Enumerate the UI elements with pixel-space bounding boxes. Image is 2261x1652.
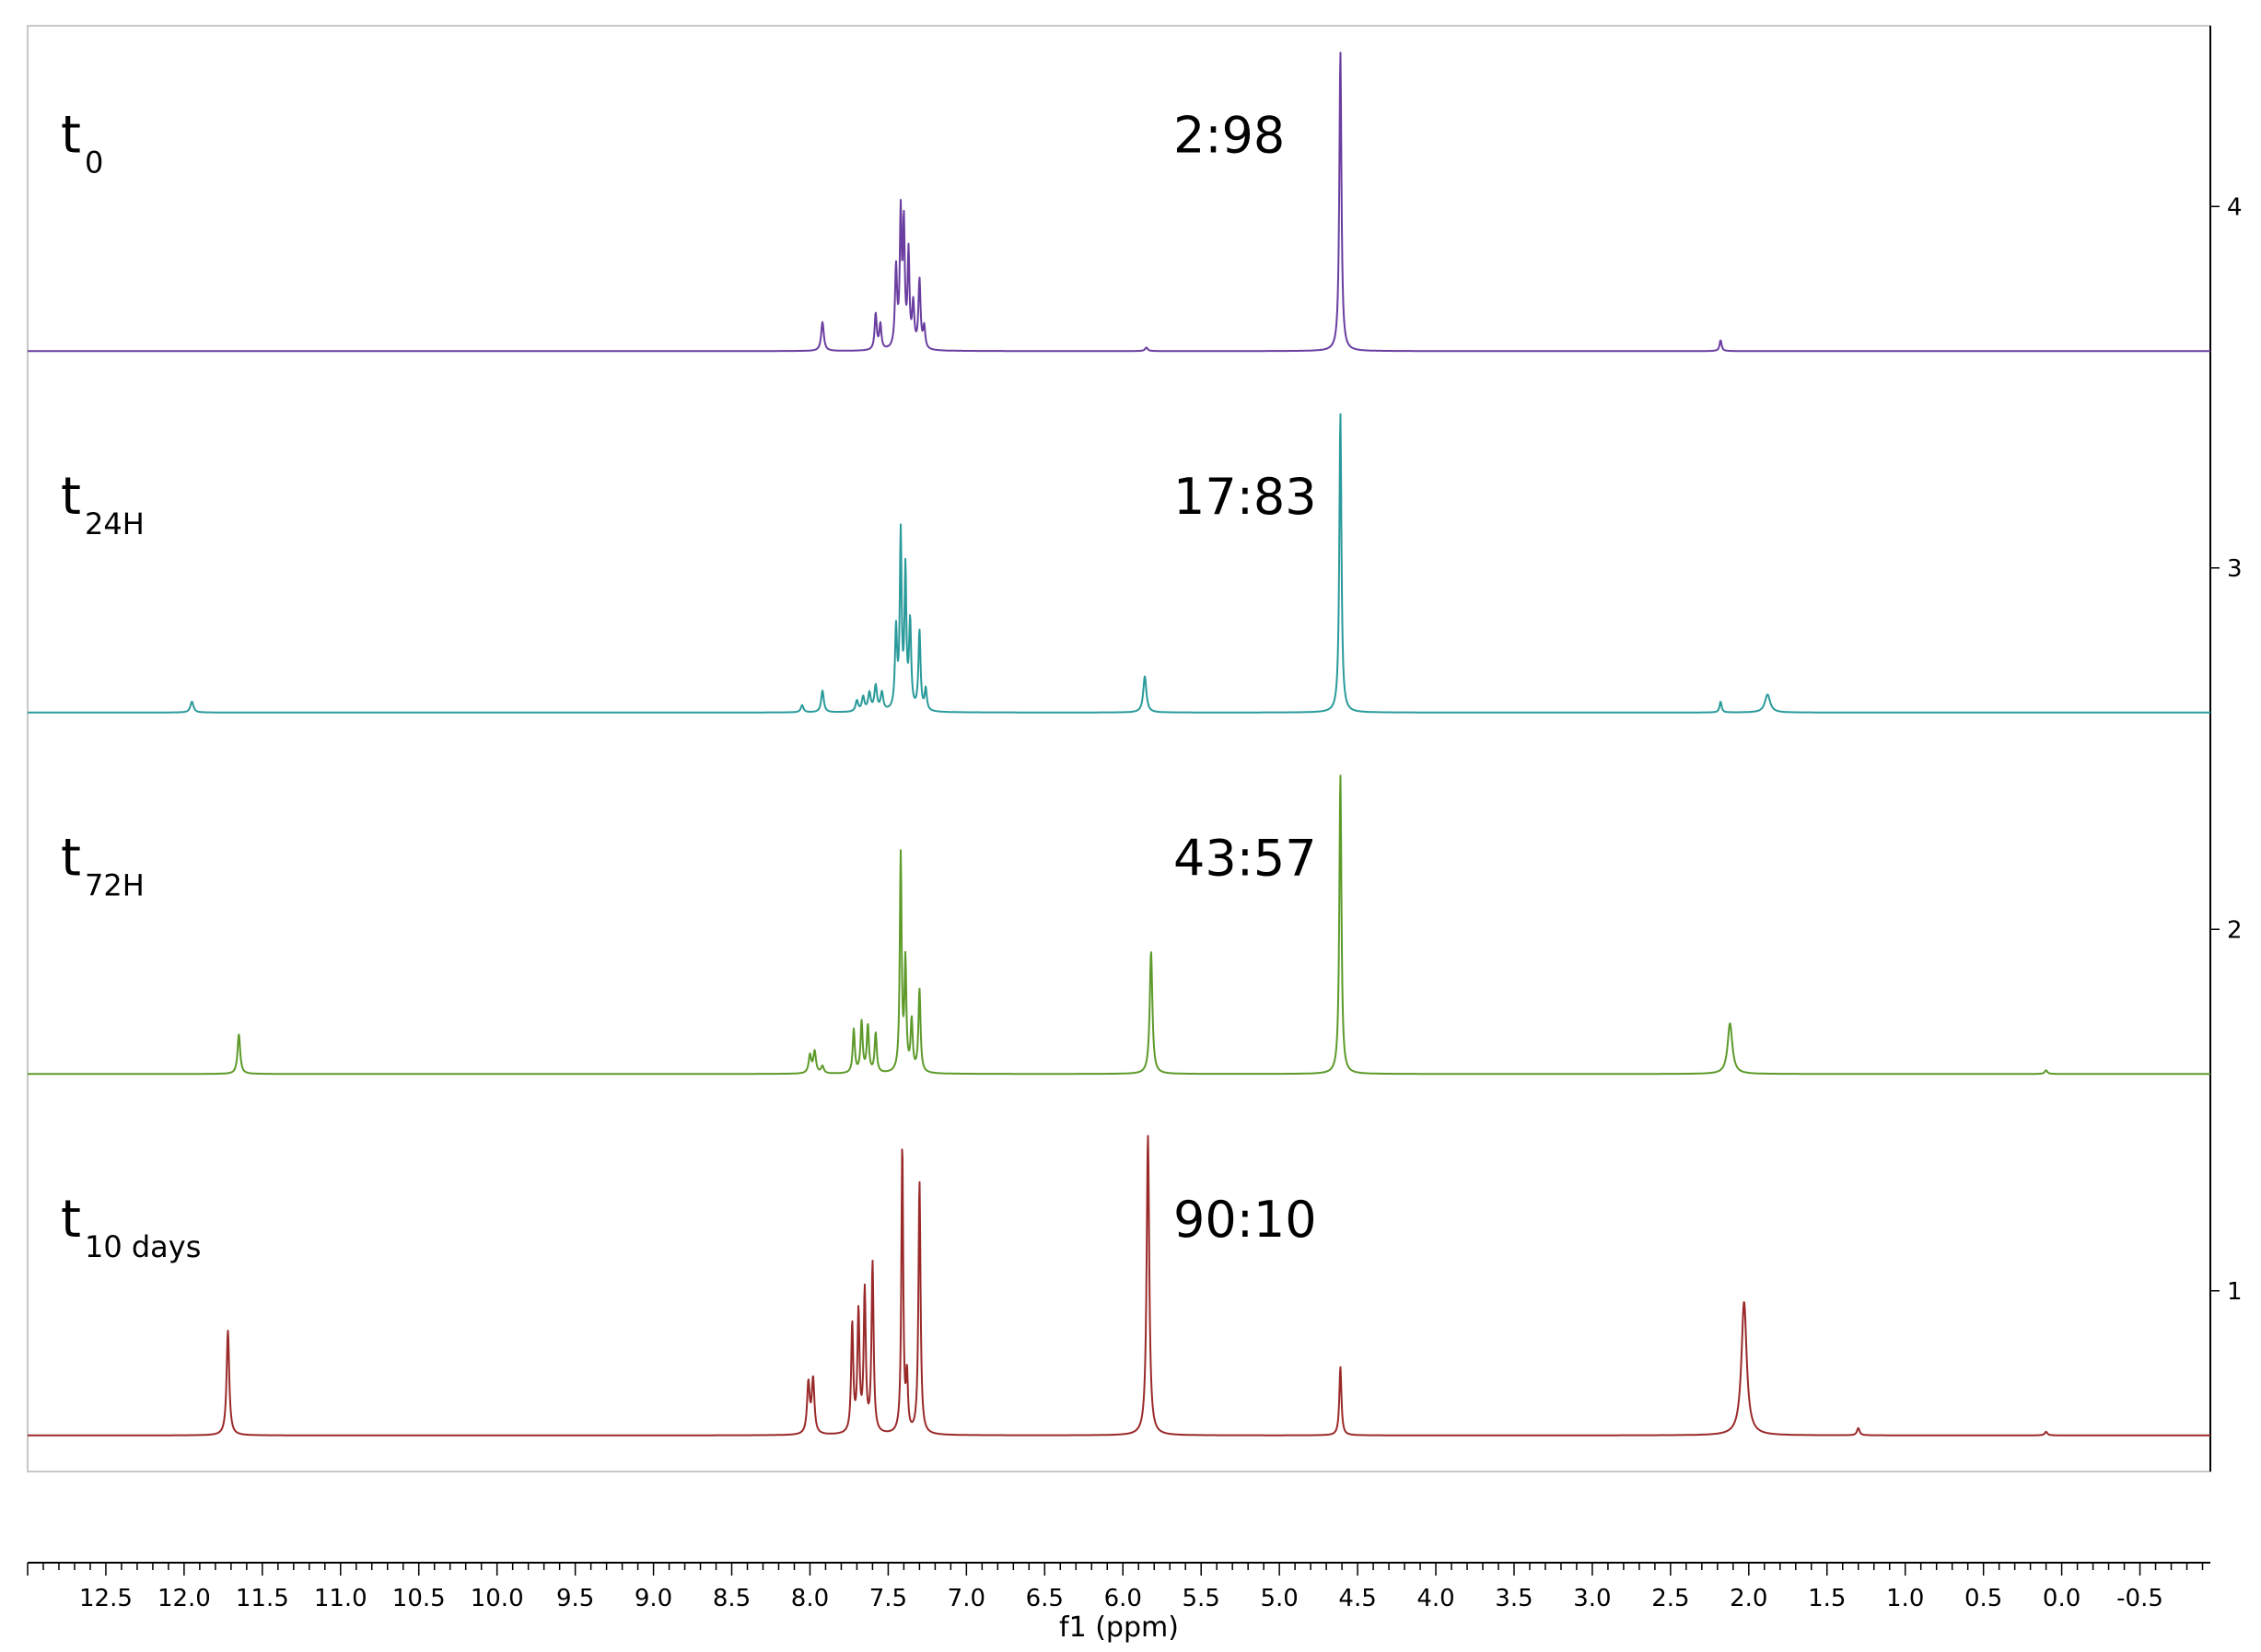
x-axis-title: f1 (ppm) — [1059, 1611, 1179, 1644]
x-tick-label: 6.0 — [1104, 1585, 1142, 1612]
x-tick-label: 2.5 — [1651, 1585, 1689, 1612]
x-tick-label: 1.0 — [1886, 1585, 1924, 1612]
x-tick-label: 6.5 — [1026, 1585, 1064, 1612]
ratio-annotation-3: 43:57 — [1173, 829, 1317, 887]
y-tick-label: 4 — [2227, 193, 2243, 221]
x-tick-label: 11.5 — [236, 1585, 289, 1612]
x-tick-label: -0.5 — [2116, 1585, 2163, 1612]
x-tick-label: 0.0 — [2043, 1585, 2080, 1612]
series-label-main: t — [61, 467, 81, 527]
series-label-main: t — [61, 105, 81, 165]
x-tick-label: 4.5 — [1338, 1585, 1376, 1612]
series-label-main: t — [61, 1190, 81, 1250]
x-tick-label: 3.0 — [1573, 1585, 1611, 1612]
x-tick-label: 4.0 — [1416, 1585, 1454, 1612]
x-tick-label: 12.0 — [157, 1585, 211, 1612]
x-tick-label: 7.5 — [869, 1585, 907, 1612]
x-tick-label: 10.0 — [471, 1585, 524, 1612]
y-tick-label: 2 — [2227, 916, 2243, 944]
spectrum-trace-3 — [27, 774, 2211, 1076]
series-label-4: t 10 days — [61, 1190, 201, 1264]
spectrum-trace-1 — [27, 52, 2211, 353]
x-tick-label: 3.5 — [1495, 1585, 1533, 1612]
x-tick-label: 5.0 — [1260, 1585, 1298, 1612]
series-label-sub: 72H — [85, 867, 145, 902]
x-tick-label: 1.5 — [1808, 1585, 1846, 1612]
series-label-2: t 24H — [61, 467, 145, 541]
series-label-main: t — [61, 828, 81, 888]
y-tick-label: 3 — [2227, 555, 2243, 583]
series-label-sub: 24H — [85, 506, 145, 541]
spectra — [27, 52, 2211, 1437]
x-tick-label: 8.5 — [713, 1585, 751, 1612]
x-tick-label: 8.0 — [791, 1585, 829, 1612]
series-label-3: t 72H — [61, 828, 145, 902]
panel-labels: t 0 2:98t 24H 17:83t 72H 43:57t 10 days 90:10 — [61, 105, 1317, 1264]
x-tick-label: 9.0 — [635, 1585, 672, 1612]
ratio-annotation-4: 90:10 — [1173, 1191, 1317, 1249]
series-label-sub: 10 days — [85, 1229, 201, 1264]
x-axis: 12.5 12.0 11.5 11.0 10.5 10.0 9.5 9.0 8.5 8.0 7.5 7… — [27, 1563, 2204, 1612]
x-tick-label: 9.5 — [556, 1585, 594, 1612]
y-tick-label: 1 — [2227, 1278, 2243, 1306]
x-tick-label: 12.5 — [79, 1585, 133, 1612]
x-tick-label: 0.5 — [1964, 1585, 2002, 1612]
y-axis: 1 2 3 4 — [2210, 193, 2243, 1306]
series-label-sub: 0 — [85, 145, 103, 180]
x-tick-label: 7.0 — [948, 1585, 985, 1612]
ratio-annotation-1: 2:98 — [1173, 106, 1285, 164]
x-tick-label: 11.0 — [314, 1585, 367, 1612]
x-tick-label: 10.5 — [392, 1585, 446, 1612]
ratio-annotation-2: 17:83 — [1173, 468, 1317, 526]
spectrum-trace-2 — [27, 413, 2211, 714]
spectrum-trace-4 — [27, 1134, 2211, 1437]
x-tick-label: 5.5 — [1183, 1585, 1220, 1612]
x-tick-label: 2.0 — [1730, 1585, 1767, 1612]
